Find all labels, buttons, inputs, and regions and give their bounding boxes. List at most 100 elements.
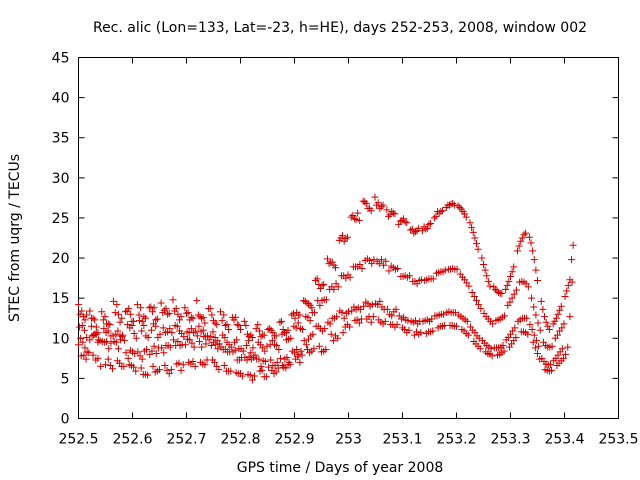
data-point (187, 325, 195, 333)
data-point (315, 342, 323, 350)
data-point (128, 321, 136, 329)
data-point (369, 313, 377, 321)
data-point (346, 323, 354, 331)
data-point (374, 199, 382, 207)
data-point (332, 264, 340, 272)
data-point (258, 366, 266, 374)
data-points (75, 193, 577, 384)
data-point (530, 303, 538, 311)
data-point (360, 302, 368, 310)
x-tick-label: 252.5 (58, 432, 98, 448)
data-point (545, 325, 553, 333)
data-point (312, 277, 320, 285)
data-point (118, 333, 126, 341)
data-point (469, 228, 477, 236)
data-point (265, 363, 273, 371)
data-point (296, 311, 304, 319)
data-point (99, 316, 107, 324)
data-point (418, 227, 426, 235)
data-point (486, 282, 494, 290)
data-point (242, 321, 250, 329)
data-point (274, 364, 282, 372)
data-point (233, 321, 241, 329)
data-point (503, 281, 511, 289)
data-point (114, 310, 122, 318)
data-point (347, 213, 355, 221)
data-point (425, 220, 433, 228)
data-point (79, 338, 87, 346)
data-point (415, 224, 423, 232)
data-point (489, 320, 497, 328)
data-point (214, 345, 222, 353)
data-point (423, 224, 431, 232)
data-point (196, 313, 204, 321)
data-point (233, 336, 241, 344)
data-point (165, 309, 173, 317)
data-point (83, 348, 91, 356)
data-point (184, 309, 192, 317)
data-point (75, 301, 82, 309)
data-point (125, 305, 133, 313)
data-point (474, 245, 482, 253)
data-point (286, 361, 294, 369)
data-point (368, 260, 376, 268)
data-point (534, 350, 541, 358)
data-point (126, 310, 134, 318)
data-point (376, 297, 384, 305)
x-axis-label: GPS time / Days of year 2008 (237, 460, 444, 476)
data-point (161, 362, 169, 370)
data-point (79, 313, 87, 321)
data-point (138, 327, 146, 335)
data-point (306, 317, 314, 325)
data-point (394, 264, 402, 272)
data-point (284, 326, 292, 334)
data-point (475, 301, 483, 309)
data-point (429, 327, 437, 335)
data-point (239, 347, 247, 355)
data-point (500, 347, 508, 355)
data-point (100, 325, 108, 333)
data-point (468, 224, 476, 232)
data-point (450, 201, 458, 209)
data-point (508, 268, 516, 276)
data-point (223, 321, 231, 329)
data-point (342, 235, 350, 243)
data-point (175, 316, 183, 324)
data-point (375, 260, 383, 268)
data-point (198, 343, 206, 351)
data-point (92, 330, 100, 338)
data-point (158, 344, 166, 352)
data-point (454, 202, 462, 210)
data-point (133, 301, 141, 309)
data-point (292, 324, 300, 332)
data-point (398, 216, 406, 224)
x-tick-label: 252.6 (112, 432, 152, 448)
data-point (245, 333, 253, 341)
data-point (262, 373, 270, 381)
data-point (309, 330, 317, 338)
data-point (404, 317, 412, 325)
data-point (520, 231, 528, 239)
data-point (487, 345, 495, 353)
data-point (453, 265, 461, 273)
data-point (117, 336, 125, 344)
data-point (510, 290, 518, 298)
data-point (528, 325, 536, 333)
data-point (221, 333, 229, 341)
data-point (524, 283, 532, 291)
data-point (527, 239, 535, 247)
data-point (156, 330, 164, 338)
data-point (453, 322, 460, 330)
data-point (87, 322, 95, 330)
data-point (371, 193, 379, 201)
data-point (294, 319, 302, 327)
data-point (381, 317, 389, 325)
data-point (528, 294, 536, 302)
data-point (137, 304, 145, 312)
data-point (124, 354, 132, 362)
x-tick-label: 253 (335, 432, 362, 448)
data-point (159, 324, 167, 332)
data-point (248, 376, 256, 384)
data-point (152, 350, 160, 358)
data-point (501, 312, 509, 320)
